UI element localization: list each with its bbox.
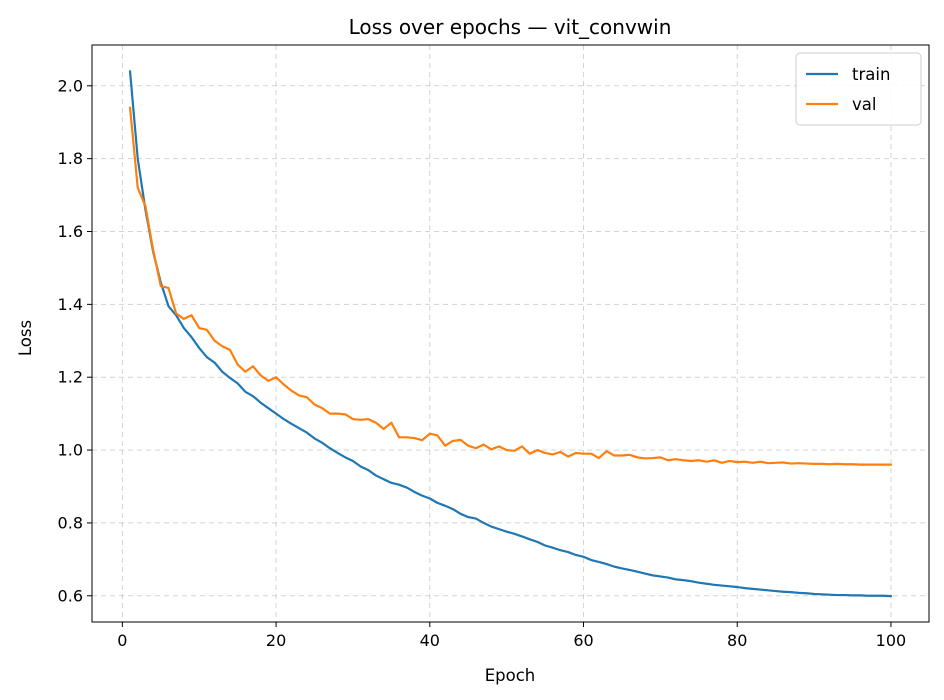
plot-area-frame [91,44,930,623]
legend-label-val: val [852,95,876,114]
series-layer [128,70,893,598]
x-tick-label: 80 [727,631,747,650]
series-line-train [128,70,893,598]
chart-title: Loss over epochs — vit_convwin [349,15,672,39]
y-tick-label: 0.8 [58,513,83,532]
legend-label-train: train [852,65,890,84]
y-tick-label: 1.6 [58,222,83,241]
x-tick-label: 60 [573,631,593,650]
y-tick-label: 2.0 [58,76,83,95]
y-tick-label: 1.8 [58,149,83,168]
axis-ticks: 0 20 40 60 80 100 0.6 0.8 1.0 1.2 1.4 1.6 1.8 2.0 [58,76,907,650]
grid [92,45,929,622]
x-tick-label: 20 [266,631,286,650]
y-tick-label: 1.2 [58,368,83,387]
y-tick-label: 0.6 [58,586,83,605]
series-line-val [128,106,893,466]
x-tick-label: 100 [876,631,907,650]
y-tick-label: 1.0 [58,441,83,460]
legend: train val [795,52,922,126]
y-axis-label: Loss [16,320,35,356]
x-axis-label: Epoch [485,666,536,685]
x-tick-label: 40 [420,631,440,650]
x-tick-label: 0 [117,631,127,650]
y-tick-label: 1.4 [58,295,83,314]
legend-box [795,52,922,126]
